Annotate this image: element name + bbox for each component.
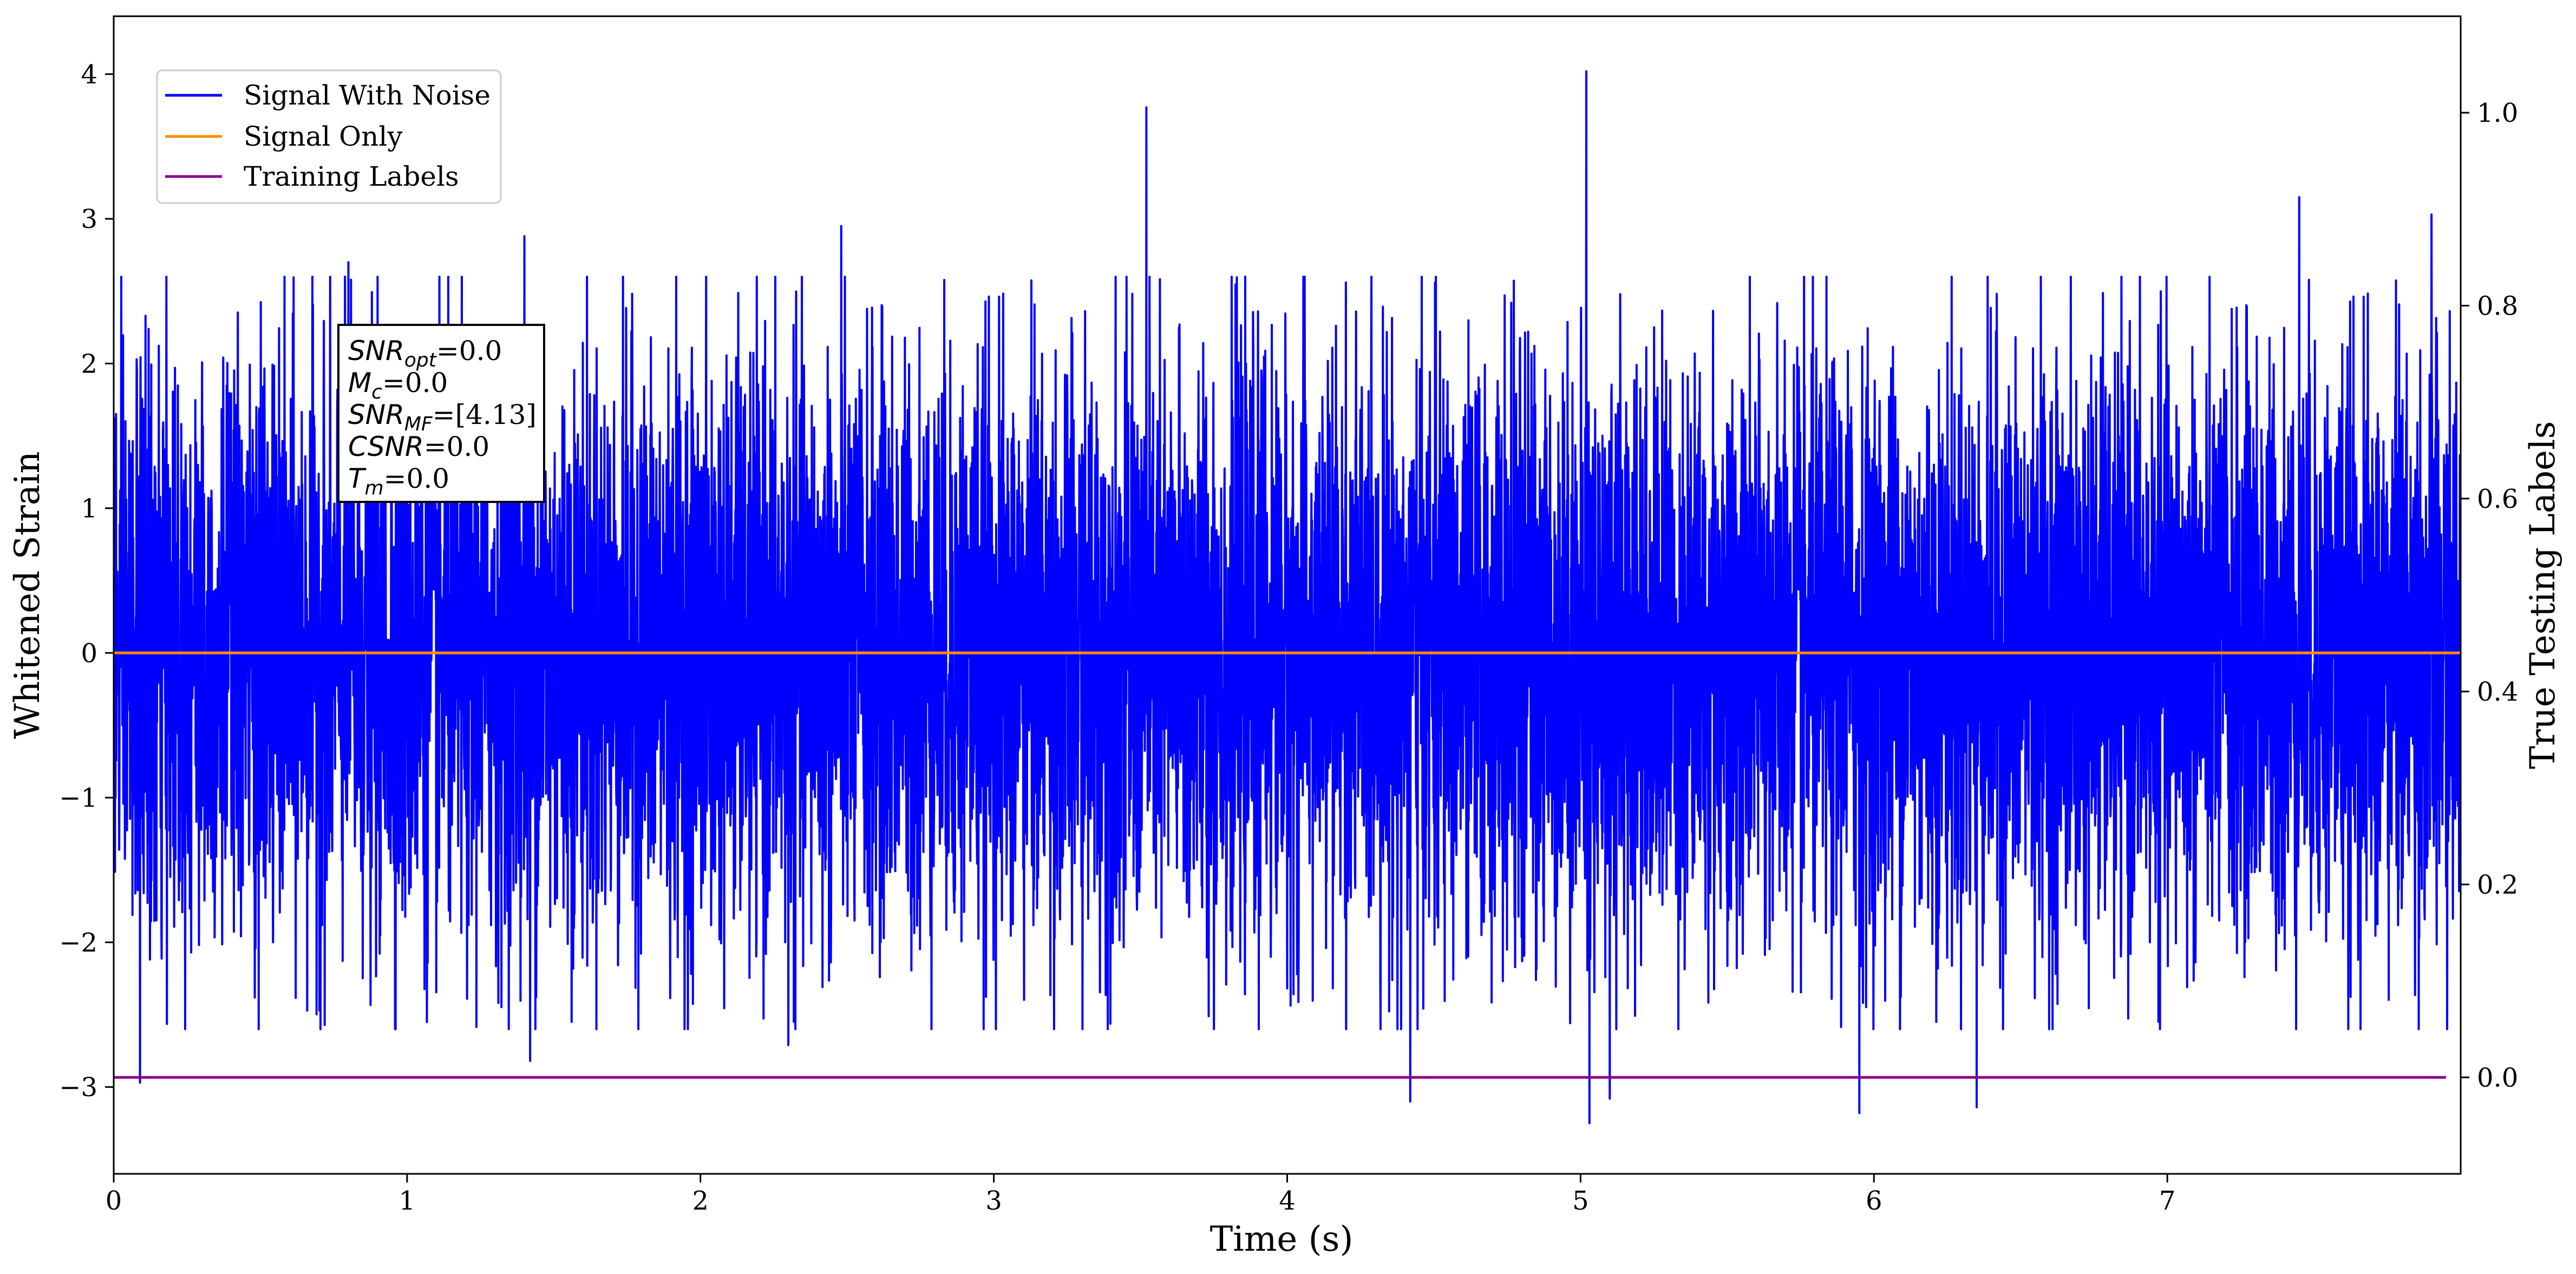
x-tick-label: 7 [2159,1186,2176,1216]
x-tick-label: 5 [1572,1186,1589,1216]
right-tick-label: 0.0 [2477,1063,2518,1093]
y-axis-ticks: 4 3 2 1 0 −1 −2 −3 [59,60,114,1103]
right-tick-label: 0.8 [2477,291,2518,322]
x-tick-label: 1 [399,1186,416,1216]
x-tick-label: 4 [1279,1186,1296,1216]
right-tick-label: 0.4 [2477,677,2518,707]
legend-label-training-labels: Training Labels [244,161,459,192]
y-axis-label: Whitened Strain [8,451,48,739]
y-tick-label: 2 [81,349,97,379]
x-tick-label: 2 [692,1186,709,1216]
annotation-line: CSNR=0.0 [348,431,489,462]
y-tick-label: −3 [59,1073,97,1103]
y-tick-label: 4 [81,60,97,90]
annotation-line: Mc=0.0 [348,367,448,403]
right-axis-ticks: 1.0 0.8 0.6 0.4 0.2 0.0 [2461,98,2518,1093]
x-axis-ticks: 0 1 2 3 4 5 6 7 [106,1174,2176,1216]
series-layer [114,70,2461,1125]
legend: Signal With Noise Signal Only Training L… [156,69,502,204]
annotation-frame [337,324,545,503]
annotation-box: SNRopt=0.0Mc=0.0SNRMF=[4.13]CSNR=0.0Tm=0… [337,324,545,503]
annotation-line: Tm=0.0 [348,463,449,499]
annotation-line: SNRMF=[4.13] [348,399,537,435]
series-line-signal-with-noise [114,70,2461,1125]
x-tick-label: 3 [985,1186,1002,1216]
right-tick-label: 1.0 [2477,98,2518,128]
legend-label-signal-with-noise: Signal With Noise [244,80,491,111]
annotation-lines: SNRopt=0.0Mc=0.0SNRMF=[4.13]CSNR=0.0Tm=0… [348,335,537,499]
annotation-line: SNRopt=0.0 [348,335,502,371]
y-tick-label: −1 [59,783,97,813]
right-tick-label: 0.6 [2477,484,2518,514]
x-tick-label: 0 [106,1186,122,1216]
right-tick-label: 0.2 [2477,870,2518,900]
legend-label-signal-only: Signal Only [244,121,403,152]
x-tick-label: 6 [1866,1186,1882,1216]
y-tick-label: 0 [81,638,97,669]
y-tick-label: 3 [81,204,97,234]
x-axis-label: Time (s) [1210,1219,1354,1259]
legend-frame [156,69,502,204]
right-axis-label: True Testing Labels [2523,421,2563,769]
y-tick-label: −2 [59,927,97,958]
y-tick-label: 1 [81,494,97,524]
